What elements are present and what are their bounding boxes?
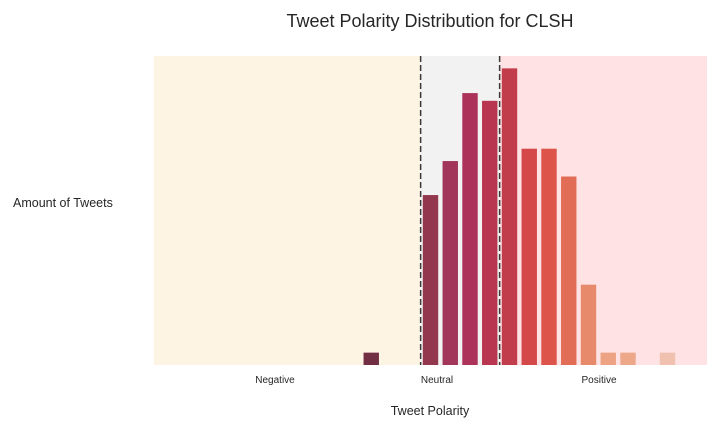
tick-label-negative: Negative [255,375,295,386]
bar-6 [501,68,518,366]
bars [363,68,676,366]
bar-0 [363,352,379,365]
y-axis-label: Amount of Tweets [13,196,113,210]
tick-label-positive: Positive [581,375,616,386]
bar-9 [561,176,577,365]
bar-7 [521,148,537,365]
tick-label-neutral: Neutral [421,375,453,386]
bar-4 [462,93,478,365]
plot-area [154,56,707,366]
bar-13 [659,352,676,365]
bar-5 [482,100,498,366]
bar-11 [600,352,616,365]
bar-8 [541,148,557,365]
bar-10 [580,284,597,365]
chart-title: Tweet Polarity Distribution for CLSH [286,11,573,31]
bar-3 [442,161,458,365]
bar-2 [422,195,439,365]
bar-12 [620,352,636,365]
negative-region [154,56,421,365]
x-axis-label: Tweet Polarity [391,404,470,418]
